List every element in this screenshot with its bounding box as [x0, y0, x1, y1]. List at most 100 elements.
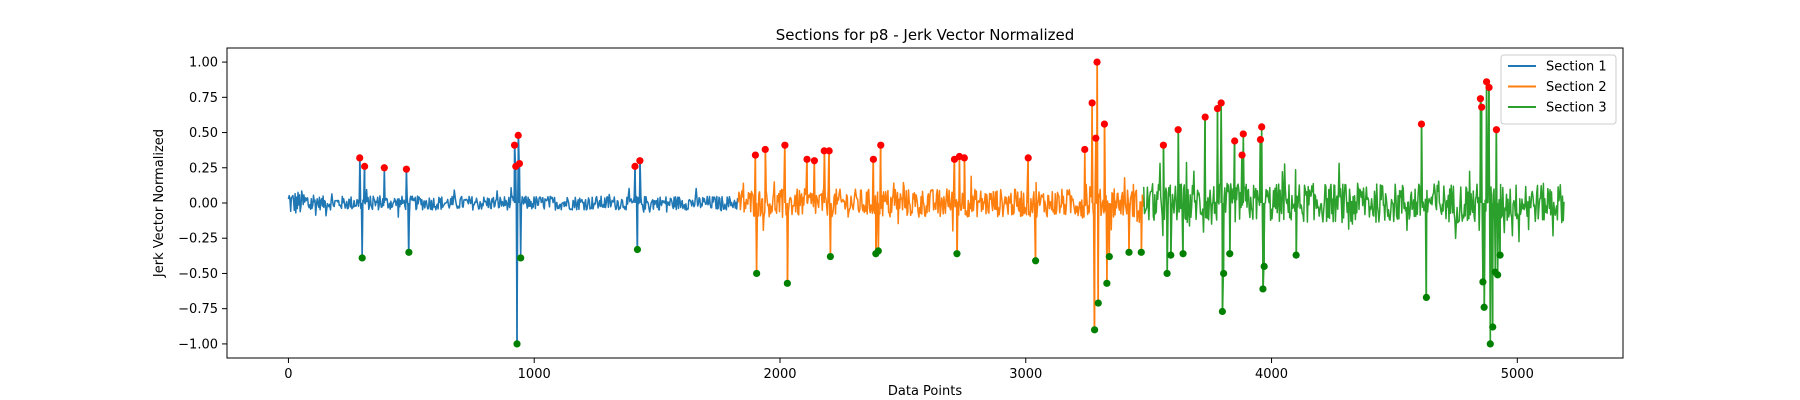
y-tick-label: 0.00	[189, 197, 218, 212]
peak-marker	[960, 154, 968, 162]
x-tick-label: 5000	[1501, 367, 1534, 382]
peak-marker	[1201, 113, 1209, 121]
trough-marker	[1496, 251, 1504, 259]
chart-title: Sections for p8 - Jerk Vector Normalized	[776, 26, 1075, 44]
series-layer	[287, 61, 1565, 345]
peak-marker	[1174, 126, 1182, 134]
trough-marker	[1218, 307, 1226, 316]
x-tick-label: 3000	[1009, 367, 1042, 382]
peak-marker	[1258, 123, 1266, 131]
trough-marker	[1125, 248, 1133, 256]
peak-marker	[825, 147, 833, 155]
x-tick-label: 2000	[763, 367, 796, 382]
peak-marker	[1256, 135, 1265, 144]
trough-marker	[874, 247, 882, 255]
trough-marker	[1422, 293, 1430, 302]
y-tick-label: 0.25	[189, 161, 218, 176]
y-tick-label: −0.50	[178, 267, 218, 282]
peak-marker	[1100, 120, 1109, 128]
peak-marker	[751, 151, 760, 159]
trough-marker	[1489, 323, 1497, 331]
trough-marker	[1494, 271, 1502, 279]
peak-marker	[1088, 99, 1096, 107]
trough-marker	[1260, 262, 1268, 271]
peak-marker	[803, 155, 811, 163]
y-axis-ticks: 1.00 0.75 0.50 0.25 0.00 −0.25 −0.50 −0.75 −1.00	[178, 56, 227, 352]
marker-layer	[356, 58, 1504, 348]
trough-marker	[1031, 257, 1040, 265]
peak-marker	[510, 141, 519, 149]
peak-marker	[761, 145, 769, 154]
trough-marker	[1480, 303, 1488, 311]
peak-marker	[1485, 83, 1493, 92]
trough-marker	[1163, 269, 1171, 278]
peak-marker	[1093, 58, 1101, 66]
peak-marker	[631, 162, 639, 170]
trough-marker	[1105, 252, 1113, 261]
peak-marker	[1159, 141, 1168, 149]
trough-marker	[405, 248, 413, 256]
peak-marker	[1492, 126, 1501, 134]
peak-marker	[1238, 151, 1246, 159]
peak-marker	[1217, 99, 1225, 107]
peak-marker	[402, 165, 411, 173]
trough-marker	[1167, 251, 1175, 259]
y-tick-label: 0.50	[189, 126, 218, 141]
trough-marker	[783, 279, 791, 287]
peak-marker	[361, 162, 369, 170]
peak-marker	[810, 157, 819, 165]
trough-marker	[1479, 278, 1487, 286]
peak-marker	[1239, 130, 1247, 138]
peak-marker	[1092, 134, 1100, 142]
series-line-3	[1142, 81, 1565, 345]
y-tick-label: −0.75	[178, 302, 218, 317]
x-tick-label: 1000	[518, 367, 551, 382]
trough-marker	[517, 254, 525, 262]
peak-marker	[1478, 103, 1486, 111]
trough-marker	[513, 340, 521, 348]
trough-marker	[826, 252, 834, 261]
peak-marker	[1081, 145, 1089, 154]
trough-marker	[1220, 269, 1228, 278]
legend-label-1: Section 1	[1546, 60, 1607, 75]
x-tick-label: 0	[284, 367, 292, 382]
y-tick-label: 0.75	[189, 91, 218, 106]
x-tick-label: 4000	[1255, 367, 1288, 382]
peak-marker	[1417, 120, 1426, 128]
trough-marker	[1090, 326, 1099, 334]
peak-marker	[869, 155, 877, 163]
peak-marker	[781, 141, 789, 149]
trough-marker	[1094, 299, 1102, 307]
peak-marker	[514, 131, 522, 139]
peak-marker	[1476, 95, 1485, 103]
trough-marker	[1137, 248, 1145, 256]
peak-marker	[1231, 137, 1239, 145]
trough-marker	[358, 254, 366, 262]
trough-marker	[753, 269, 761, 278]
trough-marker	[1259, 285, 1267, 293]
y-tick-label: −0.25	[178, 232, 218, 247]
trough-marker	[633, 245, 642, 254]
peak-marker	[636, 157, 644, 165]
peak-marker	[1213, 104, 1222, 113]
peak-marker	[1024, 154, 1032, 162]
trough-marker	[1292, 251, 1300, 259]
peak-marker	[515, 159, 524, 168]
trough-marker	[1486, 340, 1494, 348]
x-axis-ticks: 0 1000 2000 3000 4000 5000	[284, 358, 1534, 382]
y-tick-label: 1.00	[189, 56, 218, 71]
y-tick-label: −1.00	[178, 337, 218, 352]
series-line-1	[287, 134, 739, 345]
legend-label-2: Section 2	[1546, 80, 1607, 95]
trough-marker	[1226, 250, 1234, 258]
trough-marker	[953, 250, 961, 258]
legend-label-3: Section 3	[1546, 101, 1607, 116]
peak-marker	[877, 141, 885, 149]
peak-marker	[356, 154, 364, 162]
peak-marker	[1482, 78, 1491, 86]
trough-marker	[1103, 279, 1111, 287]
series-line-2	[737, 61, 1145, 331]
trough-marker	[1179, 250, 1187, 258]
legend: Section 1 Section 2 Section 3	[1500, 54, 1617, 125]
